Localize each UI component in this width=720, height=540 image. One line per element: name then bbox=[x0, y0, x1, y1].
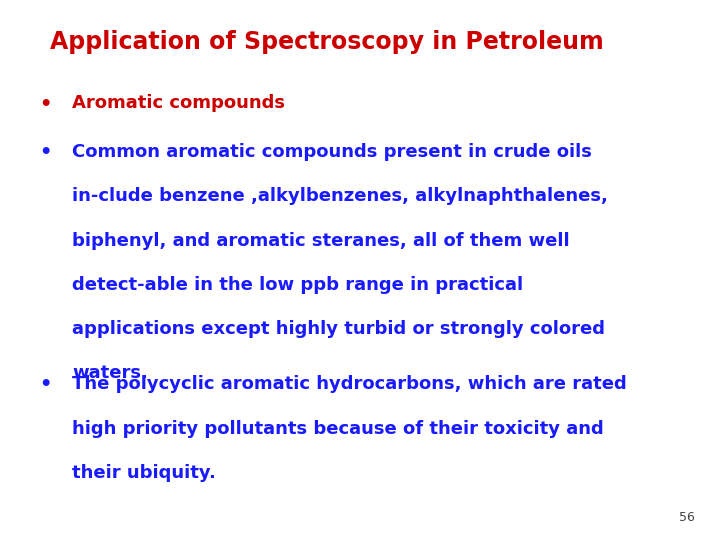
Text: •: • bbox=[40, 143, 52, 162]
Text: their ubiquity.: their ubiquity. bbox=[72, 464, 216, 482]
Text: •: • bbox=[40, 375, 52, 394]
Text: biphenyl, and aromatic steranes, all of them well: biphenyl, and aromatic steranes, all of … bbox=[72, 232, 570, 249]
Text: Application of Spectroscopy in Petroleum: Application of Spectroscopy in Petroleum bbox=[50, 30, 604, 53]
Text: Common aromatic compounds present in crude oils: Common aromatic compounds present in cru… bbox=[72, 143, 592, 161]
Text: Aromatic compounds: Aromatic compounds bbox=[72, 94, 285, 112]
Text: 56: 56 bbox=[679, 511, 695, 524]
Text: detect-able in the low ppb range in practical: detect-able in the low ppb range in prac… bbox=[72, 276, 523, 294]
Text: waters.: waters. bbox=[72, 364, 148, 382]
Text: •: • bbox=[40, 94, 52, 113]
Text: applications except highly turbid or strongly colored: applications except highly turbid or str… bbox=[72, 320, 605, 338]
Text: The polycyclic aromatic hydrocarbons, which are rated: The polycyclic aromatic hydrocarbons, wh… bbox=[72, 375, 626, 393]
Text: high priority pollutants because of their toxicity and: high priority pollutants because of thei… bbox=[72, 420, 604, 437]
Text: in-clude benzene ​,alkylbenzenes, alkylnaphthalenes,: in-clude benzene ​,alkylbenzenes, alkyln… bbox=[72, 187, 608, 205]
